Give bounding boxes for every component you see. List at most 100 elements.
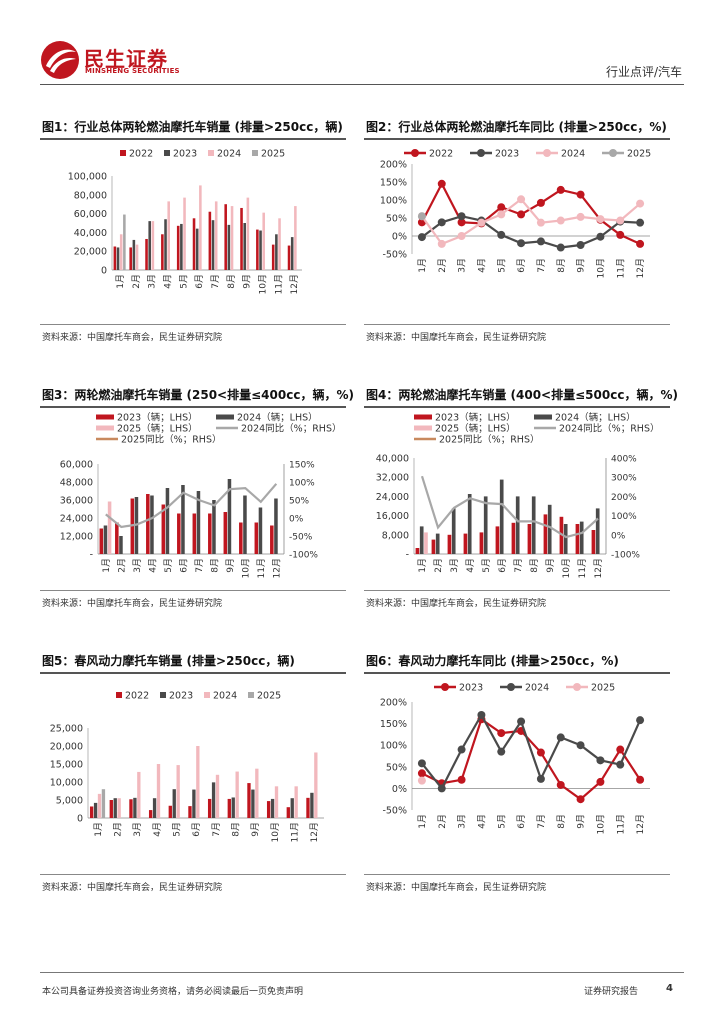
x-tick-label: 8月 [231, 822, 242, 837]
x-tick-label: 4月 [476, 814, 487, 829]
legend-label: 2024（辆；LHS） [237, 412, 318, 424]
bar-2023 [113, 798, 117, 818]
y-tick-label: 0% [392, 232, 407, 243]
legend-swatch-2023 [160, 692, 166, 698]
bar-2022 [247, 783, 251, 818]
bar-2024 [119, 234, 123, 270]
point-2024 [596, 215, 605, 224]
bar-2022 [89, 806, 94, 818]
point-2024 [636, 199, 645, 208]
y-tick-label: - [90, 550, 93, 561]
legend-label: 2023 [173, 149, 197, 160]
bar-2023（辆；LHS） [161, 504, 166, 554]
x-tick-label: 10月 [240, 558, 251, 578]
legend-swatch-2025 [252, 150, 258, 156]
legend-label: 2024 [525, 683, 549, 694]
point-2024 [457, 745, 466, 754]
point-2024 [556, 733, 565, 742]
point-2023 [596, 777, 605, 786]
figure-panel-5: 图5：春风动力摩托车销量 (排量>250cc，辆) 0 5,000 10,000 15… [40, 652, 346, 893]
bar-2022 [227, 798, 231, 818]
bar-2023（辆；LHS） [543, 514, 548, 554]
point-2023 [636, 775, 645, 784]
figure-title: 图2：行业总体两轮燃油摩托车同比 (排量>250cc，%) [366, 120, 667, 134]
figure-panel-1: 图1：行业总体两轮燃油摩托车销量 (排量>250cc，辆) 0 20,000 40,… [40, 118, 346, 348]
source-divider [364, 324, 670, 325]
legend-label: 2023 [459, 683, 483, 694]
point-2023 [497, 230, 506, 239]
x-tick-label: 12月 [309, 822, 320, 842]
bar-2024 [137, 771, 141, 818]
x-tick-label: 1月 [417, 814, 428, 829]
legend-label: 2025同比（%；RHS） [439, 434, 539, 446]
x-tick-label: 10月 [257, 274, 268, 294]
bar-2024 [196, 746, 200, 818]
y-tick-label: 15,000 [50, 760, 83, 771]
x-tick-label: 7月 [211, 822, 222, 837]
bar-2023（辆；LHS） [177, 513, 181, 554]
bar-2023 [243, 223, 246, 270]
bar-2023（辆；LHS） [463, 533, 468, 554]
y-tick-label: 5,000 [56, 796, 83, 807]
y2-tick-label: 150% [289, 461, 315, 471]
point-2023 [497, 729, 506, 738]
source-note: 资料来源：中国摩托车商会，民生证券研究院 [366, 333, 547, 343]
x-tick-label: 9月 [250, 822, 261, 837]
figure-panel-6: 图6：春风动力摩托车同比 (排量>250cc，%) -50% 0% 50% 100% 1… [364, 652, 670, 893]
x-tick-label: 7月 [536, 814, 547, 829]
bar-2023 [180, 223, 183, 270]
point-2025 [417, 776, 426, 785]
bar-2024 [278, 218, 281, 270]
minsheng-logo-icon [41, 41, 79, 79]
title-divider [40, 138, 346, 140]
source-note: 资料来源：中国摩托车商会，民生证券研究院 [366, 599, 547, 609]
y-tick-label: 40,000 [376, 454, 409, 465]
bar-2024（辆；LHS） [419, 526, 424, 554]
x-tick-label: 11月 [256, 558, 267, 578]
bar-2024 [151, 221, 155, 270]
bar-2022 [113, 246, 117, 270]
y-tick-label: 20,000 [50, 742, 83, 753]
bar-2023（辆；LHS） [527, 524, 532, 554]
bar-2025（辆；LHS） [424, 532, 428, 554]
legend-label: 2024 [213, 691, 237, 702]
chart-5: 0 5,000 10,000 15,000 20,000 25,000 1月 2月 3月 4月 5月… [50, 691, 324, 842]
y2-tick-label: 300% [611, 474, 637, 484]
x-tick-label: 3月 [449, 558, 460, 573]
x-tick-label: 9月 [545, 558, 556, 573]
series-line-2024同比（%；RHS） [420, 475, 599, 539]
bar-2024（辆；LHS） [435, 533, 440, 554]
y-tick-label: 100% [380, 741, 407, 752]
y-tick-label: 80,000 [74, 190, 107, 201]
legend-swatch-2025（辆；LHS） [414, 425, 432, 431]
y2-tick-label: -50% [289, 533, 313, 543]
bar-2024 [183, 197, 186, 270]
bar-2024（辆；LHS） [150, 495, 154, 554]
legend-marker-2024 [507, 683, 515, 691]
bar-2023（辆；LHS） [575, 524, 580, 554]
chart-6: -50% 0% 50% 100% 150% 200% 1月 2月 3月 4月 5月 6月 7月 8月 9月 1… [380, 683, 650, 834]
legend-label: 2025 [257, 691, 281, 702]
bar-2024（辆；LHS） [547, 504, 552, 554]
point-2022 [536, 198, 545, 207]
page-number: 4 [666, 983, 673, 994]
y-tick-label: 20,000 [74, 247, 107, 258]
legend-label: 2022 [129, 149, 153, 160]
bar-2023 [132, 239, 136, 270]
figure-title: 图1：行业总体两轮燃油摩托车销量 (排量>250cc，辆) [42, 120, 343, 134]
bar-2024 [176, 765, 180, 818]
bar-2023 [231, 797, 235, 818]
x-tick-label: 2月 [113, 822, 124, 837]
page-header: 民生证券 MINSHENG SECURITIES 行业点评/汽车 [0, 0, 724, 90]
bar-2022 [208, 211, 212, 270]
x-tick-label: 6月 [497, 558, 508, 573]
point-2023 [457, 775, 466, 784]
x-tick-label: 6月 [516, 814, 527, 829]
x-tick-label: 5月 [496, 814, 507, 829]
legend-marker-2024 [543, 149, 551, 157]
x-tick-label: 5月 [496, 258, 507, 273]
legend-label: 2024同比（%；RHS） [241, 423, 341, 435]
y-tick-label: 60,000 [60, 460, 93, 471]
bar-2023（辆；LHS） [511, 522, 516, 554]
point-2023 [576, 241, 585, 249]
